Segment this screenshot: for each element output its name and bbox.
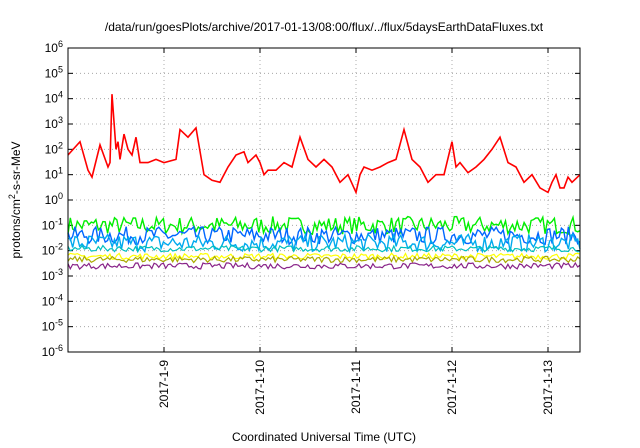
series-line-red xyxy=(67,94,581,195)
y-tick-label: 100 xyxy=(45,191,63,207)
series-line xyxy=(67,214,581,236)
y-tick-label: 104 xyxy=(45,90,63,106)
y-tick-label: 10-2 xyxy=(42,242,63,258)
x-tick-labels: 2017-1-9 2017-1-10 2017-1-11 2017-1-12 2017-… xyxy=(157,360,555,415)
y-tick-label: 10-3 xyxy=(42,267,63,283)
x-tick-label: 2017-1-12 xyxy=(445,360,459,415)
y-tick-label: 103 xyxy=(45,115,63,131)
x-tick-label: 2017-1-11 xyxy=(349,360,363,414)
y-grid xyxy=(68,47,580,353)
x-axis-title: Coordinated Universal Time (UTC) xyxy=(232,430,416,444)
y-tick-label: 10-4 xyxy=(42,292,63,308)
y-axis-title: protons/cm2-s-sr-MeV xyxy=(7,141,23,258)
chart-title: /data/run/goesPlots/archive/2017-01-13/0… xyxy=(105,20,544,34)
x-tick-label: 2017-1-9 xyxy=(157,360,171,408)
x-grid xyxy=(163,48,549,352)
y-tick-label: 101 xyxy=(45,166,63,182)
series-line xyxy=(67,225,581,247)
y-tick-label: 105 xyxy=(45,64,63,80)
y-tick-label: 10-5 xyxy=(42,318,63,334)
y-tick-labels: 10-6 10-5 10-4 10-3 10-2 10-1 100 101 102 103 104 1… xyxy=(42,39,63,359)
series-line xyxy=(68,232,581,254)
series-line xyxy=(67,252,581,261)
y-tick-label: 10-1 xyxy=(42,216,63,232)
y-tick-label: 106 xyxy=(45,39,63,55)
y-tick-label: 10-6 xyxy=(42,343,63,359)
series-line xyxy=(67,255,581,264)
y-tick-label: 102 xyxy=(45,140,63,156)
x-tick-label: 2017-1-10 xyxy=(253,360,267,415)
plot-frame xyxy=(67,47,581,353)
series-line xyxy=(67,244,581,254)
series-line xyxy=(67,261,581,271)
series-layer xyxy=(67,94,581,271)
x-tick-label: 2017-1-13 xyxy=(541,360,555,415)
